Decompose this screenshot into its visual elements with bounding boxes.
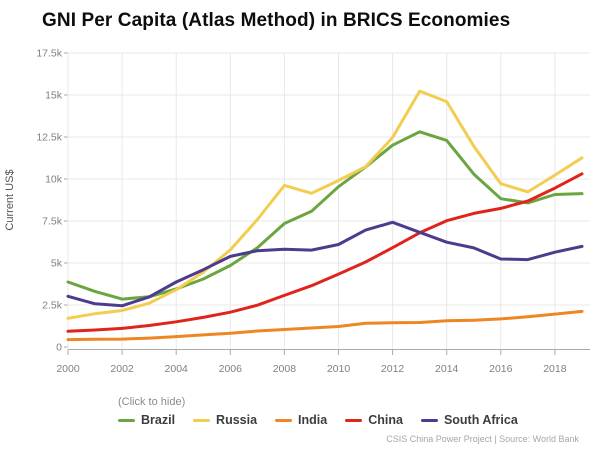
y-tick-label: 15k [45, 90, 63, 102]
legend-swatch-russia [193, 418, 211, 422]
x-tick-label: 2014 [435, 363, 459, 375]
legend: (Click to hide) Brazil Russia India China So… [118, 396, 518, 427]
legend-label-india: India [298, 413, 328, 427]
legend-swatch-brazil [118, 418, 135, 422]
series-line-russia [66, 89, 584, 320]
legend-row: Brazil Russia India China South Africa [118, 413, 518, 427]
series-line-south-africa [66, 220, 584, 308]
legend-item-south-africa[interactable]: South Africa [420, 413, 518, 427]
legend-label-brazil: Brazil [141, 413, 176, 427]
legend-item-brazil[interactable]: Brazil [118, 413, 175, 427]
x-tick-label: 2004 [165, 363, 189, 375]
y-tick-label: 0 [56, 342, 62, 354]
x-tick-label: 2010 [327, 363, 351, 375]
x-tick-label: 2016 [489, 363, 513, 375]
x-tick-label: 2002 [110, 363, 134, 375]
y-tick-label: 2.5k [42, 300, 63, 312]
source-attribution: CSIS China Power Project | Source: World… [386, 434, 579, 444]
series-line-china [66, 172, 584, 333]
y-tick-label: 7.5k [42, 216, 63, 228]
y-tick-label: 12.5k [36, 132, 62, 144]
legend-label-china: China [368, 413, 403, 427]
y-tick-label: 10k [45, 174, 63, 186]
x-tick-label: 2012 [381, 363, 405, 375]
y-tick-label: 17.5k [36, 48, 62, 60]
legend-swatch-india [275, 418, 293, 422]
x-tick-label: 2018 [543, 363, 567, 375]
legend-item-china[interactable]: China [345, 413, 403, 427]
chart-title: GNI Per Capita (Atlas Method) in BRICS E… [42, 10, 511, 31]
legend-label-russia: Russia [216, 413, 258, 427]
y-tick-label: 5k [51, 258, 63, 270]
x-tick-label: 2000 [56, 363, 80, 375]
legend-label-south-africa: South Africa [443, 413, 518, 427]
legend-item-india[interactable]: India [275, 413, 327, 427]
legend-item-russia[interactable]: Russia [193, 413, 257, 427]
legend-note: (Click to hide) [118, 396, 186, 408]
series-line-brazil [66, 130, 584, 301]
x-tick-label: 2006 [219, 363, 243, 375]
legend-swatch-china [345, 418, 363, 422]
x-tick-label: 2008 [273, 363, 297, 375]
series-line-india [66, 309, 584, 342]
legend-swatch-south-africa [420, 418, 438, 422]
